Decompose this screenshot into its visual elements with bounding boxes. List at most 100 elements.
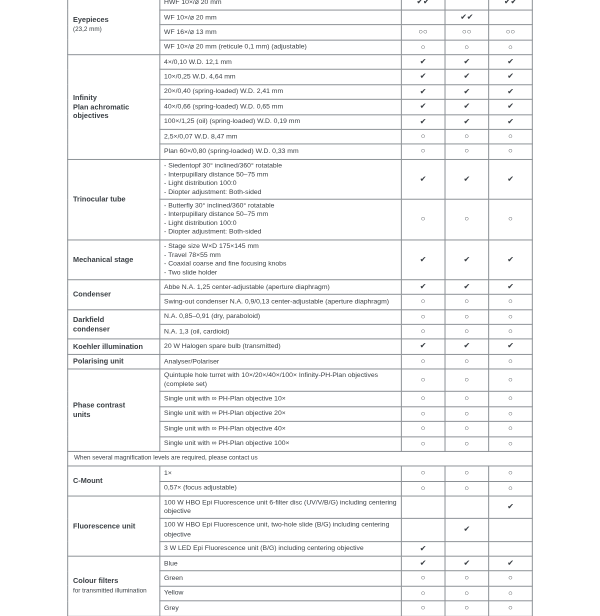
mark-cell: ✔✔ bbox=[489, 0, 533, 10]
mark-cell: ✔ bbox=[401, 339, 445, 354]
table-row: Polarising unitAnalyser/Polariser○○○ bbox=[68, 354, 533, 369]
mark-cell: ✔ bbox=[489, 84, 533, 99]
desc-cell: HWF 10×/⌀ 20 mm bbox=[160, 0, 402, 10]
table-row: Koehler illumination20 W Halogen spare b… bbox=[68, 339, 533, 354]
desc-cell: Single unit with ∞ PH-Plan objective 100… bbox=[160, 436, 402, 451]
mark-cell bbox=[445, 541, 489, 556]
desc-cell: Abbe N.A. 1,25 center-adjustable (apertu… bbox=[160, 279, 402, 294]
mark-cell: ○ bbox=[445, 586, 489, 601]
table-body: Eyepieces(23,2 mm)HWF 10×/⌀ 20 mm✔✔✔✔WF … bbox=[68, 0, 533, 616]
group-cell: Polarising unit bbox=[68, 354, 160, 369]
mark-cell: ✔ bbox=[445, 84, 489, 99]
mark-cell bbox=[489, 10, 533, 25]
desc-cell: - Stage size W×D 175×145 mm- Travel 78×5… bbox=[160, 239, 402, 279]
mark-cell: ○ bbox=[401, 391, 445, 406]
desc-cell: N.A. 1,3 (oil, cardioid) bbox=[160, 324, 402, 339]
desc-cell: WF 10×/⌀ 20 mm (reticule 0,1 mm) (adjust… bbox=[160, 40, 402, 55]
desc-cell: 20 W Halogen spare bulb (transmitted) bbox=[160, 339, 402, 354]
mark-cell: ○ bbox=[401, 601, 445, 616]
desc-cell: - Butterfly 30° inclined/360° rotatable-… bbox=[160, 199, 402, 239]
mark-cell: ✔ bbox=[445, 339, 489, 354]
mark-cell: ○ bbox=[401, 406, 445, 421]
mark-cell: ○ bbox=[489, 40, 533, 55]
mark-cell: ○ bbox=[401, 309, 445, 324]
mark-cell: ○○ bbox=[445, 25, 489, 40]
mark-cell: ✔ bbox=[489, 556, 533, 571]
mark-cell: ○ bbox=[445, 571, 489, 586]
mark-cell: ○ bbox=[489, 294, 533, 309]
desc-cell: Grey bbox=[160, 601, 402, 616]
mark-cell: ○ bbox=[401, 571, 445, 586]
table-row: Mechanical stage- Stage size W×D 175×145… bbox=[68, 239, 533, 279]
desc-cell: 3 W LED Epi Fluorescence unit (B/G) incl… bbox=[160, 541, 402, 556]
mark-cell: ○ bbox=[401, 40, 445, 55]
desc-cell: N.A. 0,85–0,91 (dry, paraboloid) bbox=[160, 309, 402, 324]
desc-cell: 20×/0,40 (spring-loaded) W.D. 2,41 mm bbox=[160, 84, 402, 99]
mark-cell: ○ bbox=[401, 481, 445, 496]
desc-cell: Analyser/Polariser bbox=[160, 354, 402, 369]
mark-cell: ○ bbox=[401, 436, 445, 451]
mark-cell: ○ bbox=[401, 354, 445, 369]
mark-cell: ○ bbox=[489, 199, 533, 239]
mark-cell: ○ bbox=[489, 369, 533, 391]
table-row: Phase contrastunitsQuintuple hole turret… bbox=[68, 369, 533, 391]
desc-cell: 1× bbox=[160, 466, 402, 481]
mark-cell: ✔✔ bbox=[445, 10, 489, 25]
mark-cell: ✔ bbox=[401, 114, 445, 129]
mark-cell: ✔ bbox=[489, 159, 533, 199]
mark-cell: ✔ bbox=[489, 239, 533, 279]
mark-cell: ○ bbox=[401, 586, 445, 601]
group-cell: Darkfieldcondenser bbox=[68, 309, 160, 339]
table-row: DarkfieldcondenserN.A. 0,85–0,91 (dry, p… bbox=[68, 309, 533, 324]
desc-cell: Single unit with ∞ PH-Plan objective 10× bbox=[160, 391, 402, 406]
mark-cell: ✔ bbox=[445, 279, 489, 294]
mark-cell: ○ bbox=[489, 421, 533, 436]
desc-cell: 40×/0,66 (spring-loaded) W.D. 0,65 mm bbox=[160, 99, 402, 114]
group-cell: Condenser bbox=[68, 279, 160, 309]
group-cell: Trinocular tube bbox=[68, 159, 160, 239]
mark-cell: ○ bbox=[489, 601, 533, 616]
group-cell: Koehler illumination bbox=[68, 339, 160, 354]
mark-cell: ○ bbox=[445, 421, 489, 436]
group-cell: InfinityPlan achromaticobjectives bbox=[68, 54, 160, 159]
mark-cell: ○ bbox=[445, 294, 489, 309]
mark-cell: ✔ bbox=[445, 69, 489, 84]
desc-cell: Swing-out condenser N.A. 0,9/0,13 center… bbox=[160, 294, 402, 309]
mark-cell: ○ bbox=[489, 391, 533, 406]
desc-cell: 100 W HBO Epi Fluorescence unit 6-filter… bbox=[160, 496, 402, 518]
mark-cell: ✔ bbox=[401, 541, 445, 556]
mark-cell: ✔ bbox=[445, 54, 489, 69]
mark-cell: ○ bbox=[489, 436, 533, 451]
mark-cell: ✔ bbox=[489, 279, 533, 294]
mark-cell: ○ bbox=[445, 354, 489, 369]
mark-cell: ✔ bbox=[445, 518, 489, 540]
mark-cell bbox=[401, 496, 445, 518]
desc-cell: Blue bbox=[160, 556, 402, 571]
table-row: InfinityPlan achromaticobjectives4×/0,10… bbox=[68, 54, 533, 69]
desc-cell: Yellow bbox=[160, 586, 402, 601]
mark-cell: ✔ bbox=[489, 114, 533, 129]
mark-cell: ○ bbox=[489, 354, 533, 369]
mark-cell: ○ bbox=[445, 391, 489, 406]
desc-cell: WF 16×/⌀ 13 mm bbox=[160, 25, 402, 40]
note-cell: When several magnification levels are re… bbox=[68, 451, 533, 466]
mark-cell: ○ bbox=[401, 294, 445, 309]
desc-cell: 10×/0,25 W.D. 4,64 mm bbox=[160, 69, 402, 84]
mark-cell: ✔ bbox=[401, 279, 445, 294]
mark-cell: ○ bbox=[489, 586, 533, 601]
mark-cell: ✔ bbox=[489, 99, 533, 114]
mark-cell bbox=[489, 541, 533, 556]
mark-cell bbox=[489, 518, 533, 540]
mark-cell: ○ bbox=[489, 481, 533, 496]
group-cell: Eyepieces(23,2 mm) bbox=[68, 0, 160, 54]
desc-cell: Quintuple hole turret with 10×/20×/40×/1… bbox=[160, 369, 402, 391]
mark-cell: ✔ bbox=[489, 54, 533, 69]
desc-cell: Single unit with ∞ PH-Plan objective 20× bbox=[160, 406, 402, 421]
mark-cell: ○ bbox=[445, 144, 489, 159]
table-row: When several magnification levels are re… bbox=[68, 451, 533, 466]
desc-cell: WF 10×/⌀ 20 mm bbox=[160, 10, 402, 25]
mark-cell: ○ bbox=[489, 309, 533, 324]
desc-cell: 100×/1,25 (oil) (spring-loaded) W.D. 0,1… bbox=[160, 114, 402, 129]
mark-cell: ○○ bbox=[401, 25, 445, 40]
mark-cell: ○ bbox=[401, 421, 445, 436]
